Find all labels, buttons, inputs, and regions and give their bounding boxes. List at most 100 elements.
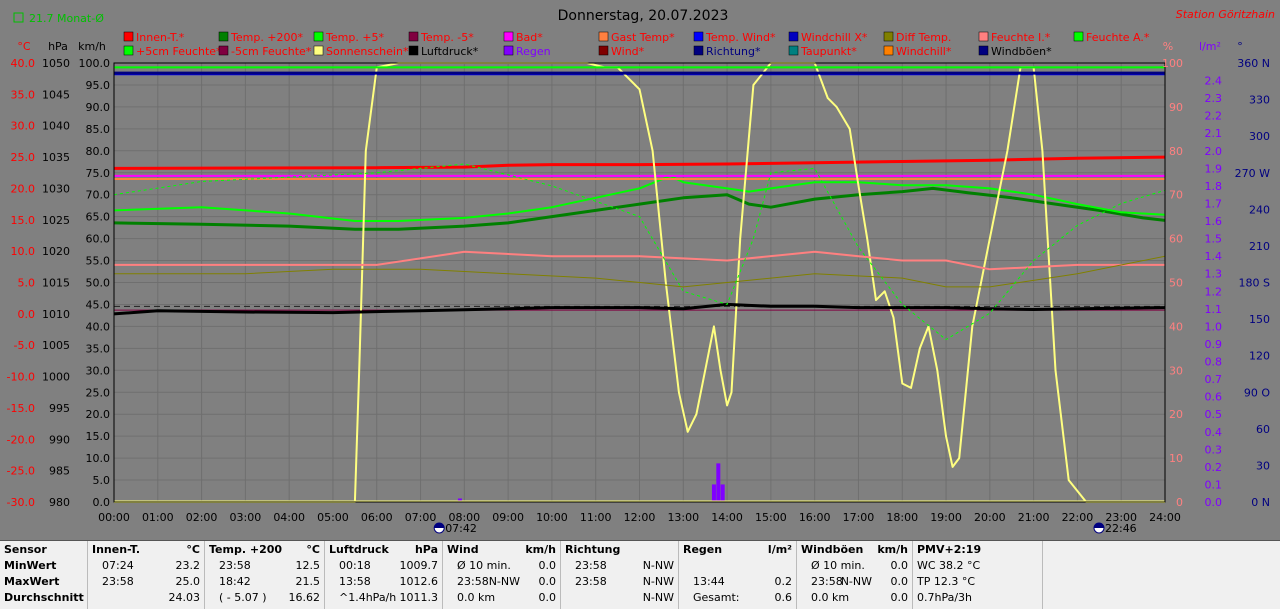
legend-swatch[interactable] (978, 45, 989, 56)
rain-tick-label: 2.1 (1205, 127, 1223, 140)
stats-cell: Ø 10 min. (811, 559, 865, 572)
legend-swatch[interactable] (503, 45, 514, 56)
stats-header: Wind (447, 543, 479, 556)
legend-swatch[interactable] (788, 31, 799, 42)
stats-column: Regen l/m² 13:44 0.2 Gesamt: 0.6 (679, 541, 797, 609)
legend-swatch[interactable] (1073, 31, 1084, 42)
legend-swatch[interactable] (408, 31, 419, 42)
legend-label: Windchill X* (801, 31, 868, 44)
pressure-tick-label: 1050 (42, 57, 70, 70)
wind-tick-label: 30.0 (86, 364, 111, 377)
rain-tick-label: 2.3 (1205, 92, 1223, 105)
regen-bar (457, 498, 462, 502)
x-tick-label: 13:00 (667, 511, 699, 524)
series-line-2 (113, 174, 1166, 222)
stats-column: PMV+2:19 WC 38.2 °C TP 12.3 °C 0.7hPa/3h (913, 541, 1043, 609)
series-line-10 (114, 255, 1166, 288)
legend-swatch[interactable] (693, 31, 704, 42)
rain-tick-label: 1.1 (1205, 303, 1223, 316)
rain-tick-label: 2.2 (1205, 110, 1223, 123)
legend-label: Temp. +5* (325, 31, 385, 44)
legend-swatch[interactable] (218, 31, 229, 42)
rain-tick-label: 2.4 (1205, 75, 1223, 88)
rain-tick-label: 1.7 (1205, 197, 1223, 210)
pressure-tick-label: 1035 (42, 151, 70, 164)
stats-cell: Ø 10 min. (457, 559, 511, 572)
temp-tick-label: -20.0 (7, 433, 35, 446)
x-tick-label: 08:00 (448, 511, 480, 524)
legend-label: Temp. Wind* (705, 31, 776, 44)
stats-cell: 0.7hPa/3h (917, 591, 973, 604)
legend-swatch[interactable] (883, 45, 894, 56)
rain-tick-label: 2.0 (1205, 145, 1223, 158)
x-tick-label: 07:00 (405, 511, 437, 524)
rain-tick-label: 1.6 (1205, 215, 1223, 228)
humidity-tick-label: 10 (1169, 452, 1183, 465)
wind-tick-label: 95.0 (86, 79, 111, 92)
month-avg-checkbox[interactable] (13, 12, 24, 23)
legend-label: Windböen* (991, 45, 1052, 58)
legend-swatch[interactable] (598, 45, 609, 56)
stats-cell: ( - 5.07 ) (219, 591, 267, 604)
legend-label: Sonnenschein* (326, 45, 409, 58)
legend-label: Bad* (516, 31, 543, 44)
legend-swatch[interactable] (123, 31, 134, 42)
stats-column: Windböen km/h Ø 10 min. 0.0 23:58 N-NW 0.0 0.0 … (797, 541, 913, 609)
stats-header: Temp. +200 (209, 543, 283, 556)
chart-axes: 00:00 01:00 02:00 03:00 04:00 05:00 06:00 07:00… (7, 40, 1271, 535)
stats-cell: 24.03 (168, 591, 201, 604)
stats-cell: 0.6 (774, 591, 793, 604)
wind-tick-label: 90.0 (86, 101, 111, 114)
stats-cell: 13:58 (339, 575, 371, 588)
x-tick-label: 06:00 (361, 511, 393, 524)
direction-tick-label: 30 (1256, 459, 1270, 472)
temp-tick-label: 25.0 (11, 151, 36, 164)
sunrise-icon-half (434, 523, 445, 528)
legend-swatch[interactable] (408, 45, 419, 56)
legend-swatch[interactable] (788, 45, 799, 56)
stats-cell: 0.0 (890, 575, 909, 588)
legend-swatch[interactable] (693, 45, 704, 56)
series-line-1 (113, 186, 1166, 231)
x-tick-label: 24:00 (1149, 511, 1181, 524)
pressure-tick-label: 1010 (42, 308, 70, 321)
direction-tick-label: 210 (1249, 240, 1270, 253)
stats-cell: 23:58 (575, 575, 607, 588)
legend-swatch[interactable] (218, 45, 229, 56)
legend-swatch[interactable] (313, 45, 324, 56)
sunset-icon-half (1093, 523, 1104, 528)
x-tick-label: 02:00 (186, 511, 218, 524)
stats-header: Richtung (565, 543, 621, 556)
rain-tick-label: 1.2 (1205, 285, 1223, 298)
wind-tick-label: 100.0 (79, 57, 111, 70)
temp-tick-label: 40.0 (11, 57, 36, 70)
temp-tick-label: 35.0 (11, 88, 36, 101)
stats-unit: km/h (877, 543, 908, 556)
legend-swatch[interactable] (598, 31, 609, 42)
stats-cell: MaxWert (4, 575, 60, 588)
legend-swatch[interactable] (503, 31, 514, 42)
temp-tick-label: 0.0 (18, 308, 36, 321)
humidity-tick-label: 70 (1169, 189, 1183, 202)
legend-swatch[interactable] (123, 45, 134, 56)
stats-cell: 0.0 (890, 559, 909, 572)
legend-swatch[interactable] (978, 31, 989, 42)
legend-swatch[interactable] (313, 31, 324, 42)
stats-panel: Sensor MinWert MaxWert Durchschnitt Innen-T.… (0, 540, 1280, 609)
direction-tick-label: 300 (1249, 130, 1270, 143)
legend-swatch[interactable] (883, 31, 894, 42)
humidity-tick-label: 40 (1169, 320, 1183, 333)
stats-cell: 21.5 (295, 575, 321, 588)
stats-cell: 1011.3 (399, 591, 439, 604)
stats-header: Windböen (801, 543, 864, 556)
rain-tick-label: 0.9 (1205, 338, 1223, 351)
stats-cell: 23:58 (575, 559, 607, 572)
rain-tick-label: 0.5 (1205, 408, 1223, 421)
chart-title: Donnerstag, 20.07.2023 (558, 8, 729, 24)
pressure-tick-label: 990 (49, 433, 70, 446)
stats-cell: 23:58 (219, 559, 251, 572)
stats-cell: Durchschnitt (4, 591, 84, 604)
wind-tick-label: 80.0 (86, 145, 111, 158)
stats-unit: hPa (414, 543, 438, 556)
pressure-tick-label: 1025 (42, 214, 70, 227)
